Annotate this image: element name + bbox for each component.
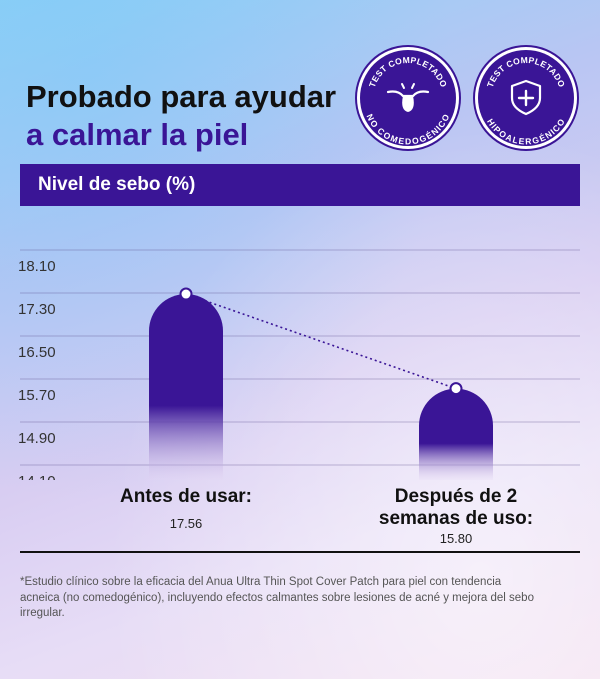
badge-bottom-text: HIPOALERGÉNICO (485, 117, 567, 146)
y-tick-label: 14.90 (18, 430, 56, 447)
y-tick-label: 17.30 (18, 301, 56, 318)
badge-bottom-text: NO COMEDOGÉNICO (365, 112, 452, 146)
shield-plus-icon (510, 79, 542, 116)
badge-hipoalergenico: TEST COMPLETADO HIPOALERGÉNICO (478, 50, 574, 146)
title-line-1: Probado para ayudar (26, 79, 337, 114)
category-label-0-line-0: Antes de usar: (120, 486, 252, 507)
y-tick-label: 14.10 (18, 473, 56, 480)
badge-no-comedogenico: TEST COMPLETADO NO COMEDOGÉNICO (360, 50, 456, 146)
skin-pore-icon (386, 83, 430, 112)
y-tick-label: 18.10 (18, 258, 56, 275)
y-tick-label: 15.70 (18, 387, 56, 404)
bar-1 (419, 388, 493, 480)
value-label-0: 17.56 (169, 516, 203, 531)
category-label-1-line-0: Después de 2 (394, 486, 518, 507)
footnote: *Estudio clínico sobre la eficacia del A… (20, 576, 534, 619)
chart-title-bar: Nivel de sebo (%) (20, 164, 580, 206)
point-marker-0 (179, 287, 193, 301)
category-label-1-line-1: semanas de uso: (378, 508, 534, 529)
point-marker-1 (449, 382, 463, 396)
value-label-1: 15.80 (439, 531, 473, 546)
bar-0 (149, 294, 223, 480)
chart-plot: 18.10 17.30 16.50 15.70 14.90 14.10 (18, 249, 580, 480)
category-label-1: Después de 2 semanas de uso: (360, 486, 552, 530)
badge-top-text: TEST COMPLETADO (485, 55, 567, 89)
y-tick-label: 16.50 (18, 344, 56, 361)
title-line-2: a calmar la piel (26, 117, 249, 152)
page-title: Probado para ayudar a calmar la piel (26, 78, 336, 154)
bottom-rule (20, 551, 580, 553)
trend-connector (185, 293, 457, 390)
category-label-0: Antes de usar: (96, 486, 276, 508)
badge-top-text: TEST COMPLETADO (367, 55, 449, 89)
